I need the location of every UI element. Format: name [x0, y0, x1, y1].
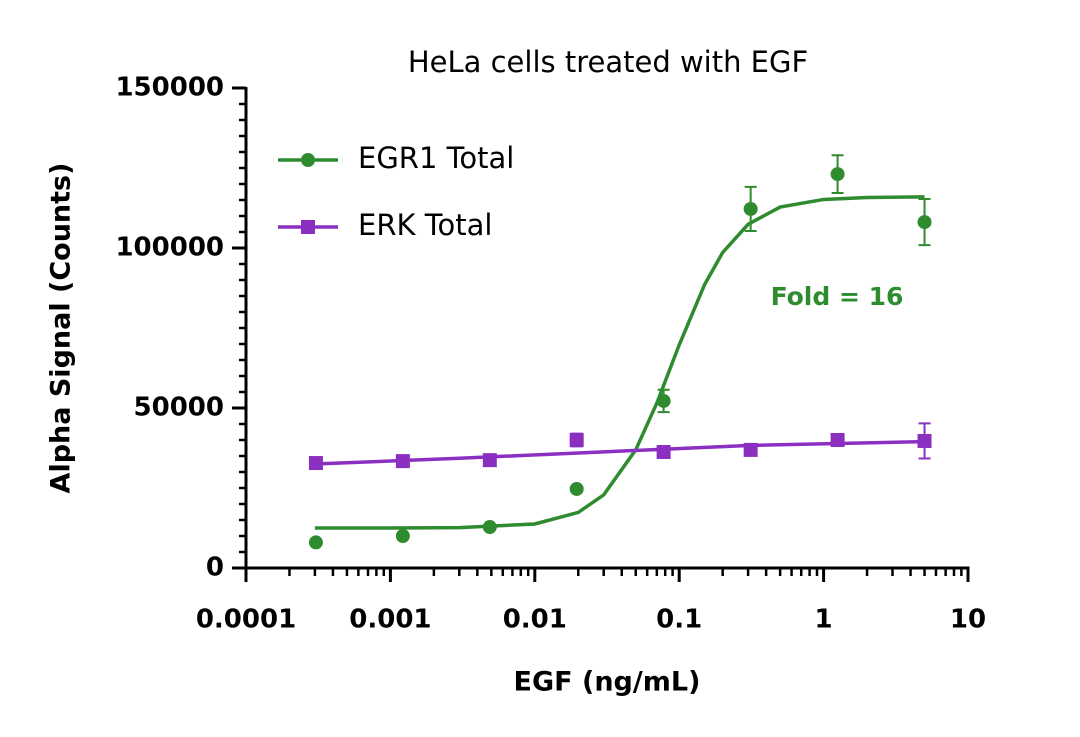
data-point	[395, 454, 410, 469]
data-point	[482, 453, 497, 468]
x-tick-label: 0.001	[349, 605, 431, 635]
annotation: Fold = 16	[771, 282, 904, 311]
y-tick-label: 100000	[115, 233, 224, 263]
x-tick-label: 0.0001	[196, 605, 296, 635]
data-point	[656, 445, 671, 459]
chart-title: HeLa cells treated with EGF	[408, 45, 808, 79]
fit-curve	[314, 195, 925, 530]
data-point	[917, 215, 932, 230]
data-point	[482, 520, 497, 535]
data-point	[917, 433, 932, 448]
data-point	[830, 167, 845, 182]
data-point	[308, 456, 323, 471]
legend-marker	[301, 220, 315, 234]
y-tick-label: 0	[206, 553, 224, 583]
data-point	[830, 433, 845, 447]
data-point	[656, 393, 671, 408]
y-tick-label: 150000	[115, 73, 224, 103]
data-point	[569, 433, 584, 447]
legend-label: EGR1 Total	[358, 141, 514, 175]
legend-marker	[301, 153, 315, 167]
x-tick-label: 0.1	[656, 605, 702, 635]
y-tick-label: 50000	[134, 393, 224, 423]
data-point	[743, 201, 758, 216]
x-tick-label: 10	[950, 605, 986, 635]
y-axis-label: Alpha Signal (Counts)	[46, 163, 77, 494]
x-tick-label: 0.01	[503, 605, 567, 635]
fit-curve	[314, 439, 925, 466]
data-point	[569, 481, 584, 496]
x-axis-label: EGF (ng/mL)	[514, 667, 701, 698]
data-point	[743, 442, 758, 457]
data-point	[395, 529, 410, 543]
x-tick-label: 1	[815, 605, 833, 635]
legend-label: ERK Total	[358, 208, 492, 242]
data-point	[308, 535, 323, 550]
